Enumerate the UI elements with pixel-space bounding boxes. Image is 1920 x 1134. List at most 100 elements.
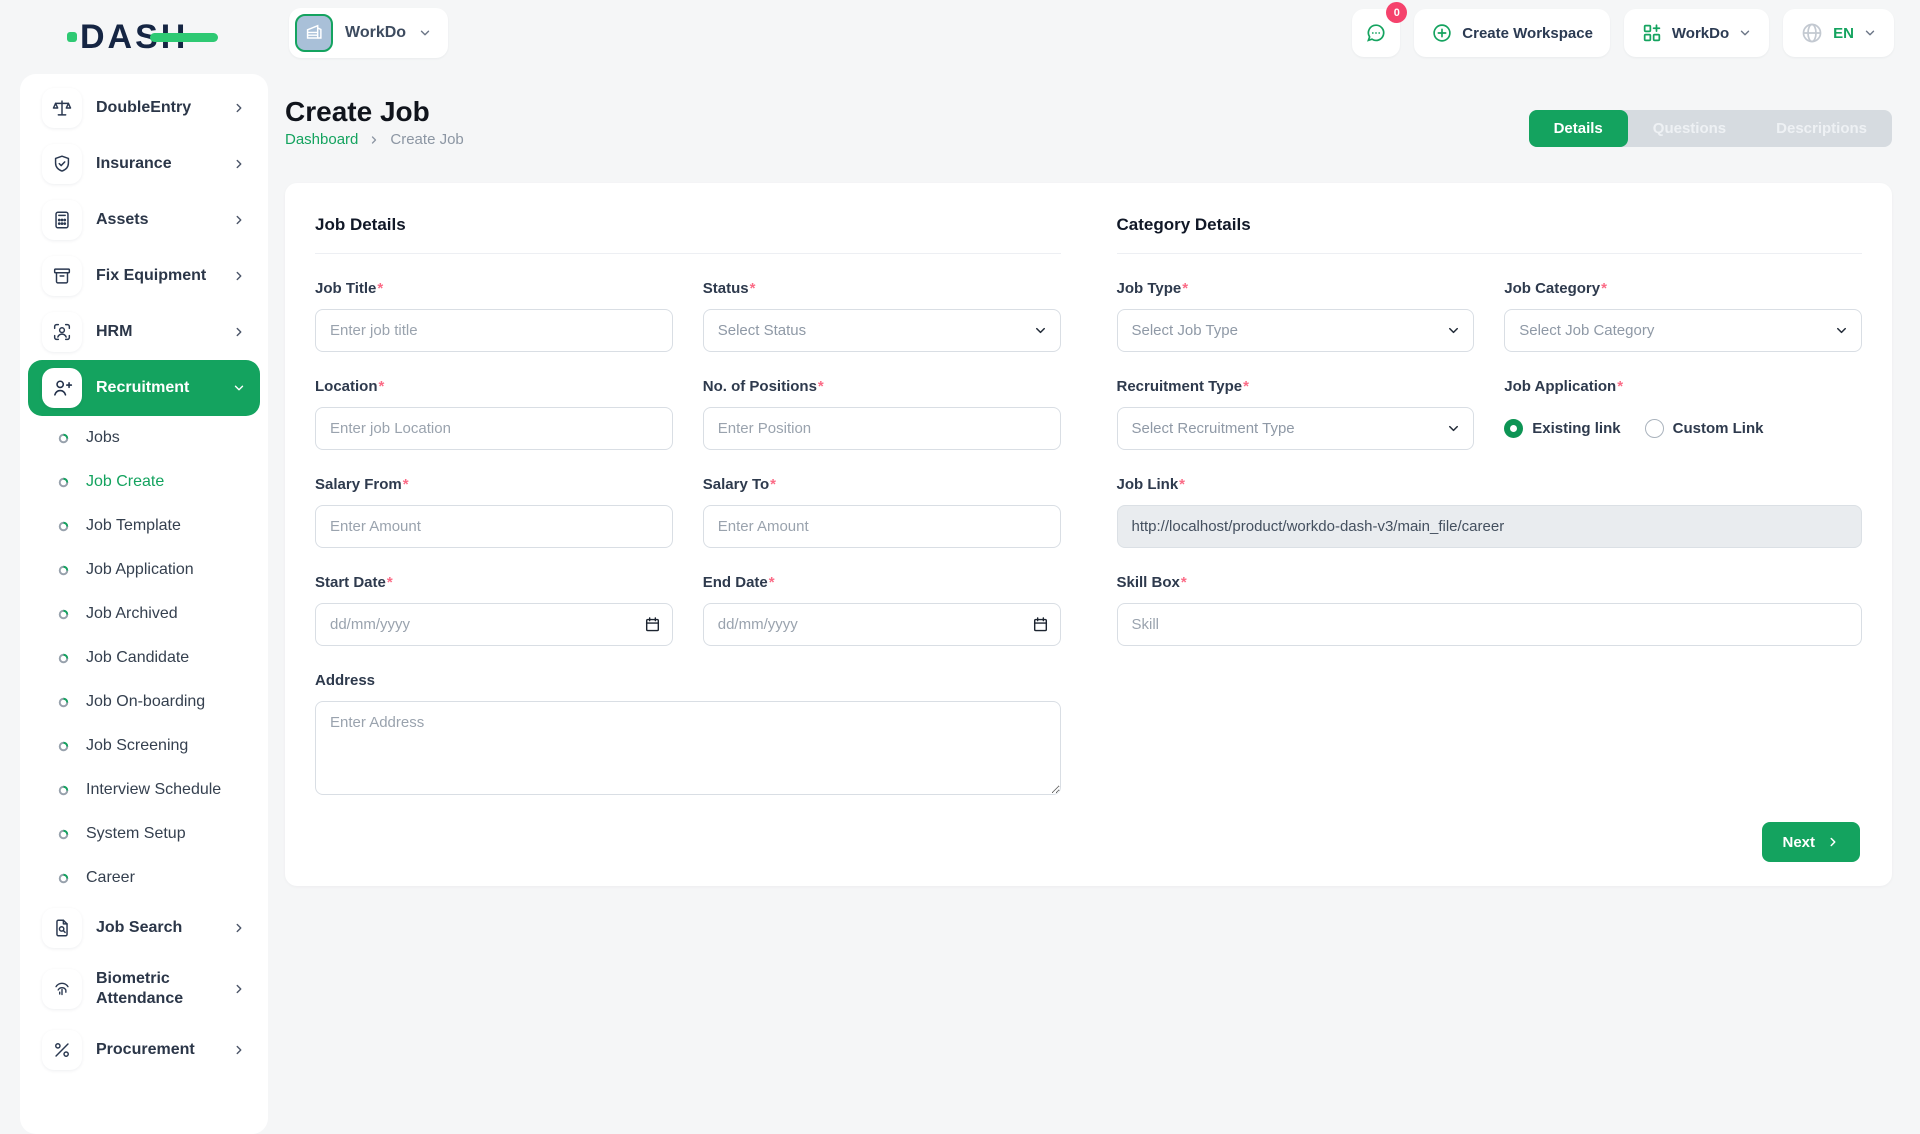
skill-box-label: Skill Box* bbox=[1116, 574, 1187, 591]
sidebar-subitem-job-archived[interactable]: Job Archived bbox=[20, 592, 268, 636]
calendar-icon[interactable] bbox=[644, 616, 661, 633]
location-input[interactable] bbox=[315, 407, 673, 450]
required-mark: * bbox=[1617, 378, 1624, 395]
job-category-select[interactable]: Select Job Category bbox=[1504, 309, 1862, 352]
messages-button[interactable]: 0 bbox=[1352, 2, 1408, 57]
scales-icon bbox=[42, 88, 82, 128]
chevron-right-icon bbox=[236, 984, 242, 994]
location-label: Location* bbox=[315, 378, 385, 395]
calendar-icon[interactable] bbox=[1032, 616, 1049, 633]
language-selector[interactable]: EN bbox=[1783, 9, 1894, 57]
required-mark: * bbox=[402, 476, 409, 493]
chevron-right-icon bbox=[372, 135, 377, 144]
language-code: EN bbox=[1833, 24, 1854, 42]
existing-link-option[interactable]: Existing link bbox=[1504, 419, 1621, 438]
chevron-right-icon bbox=[236, 159, 242, 169]
salary-to-label: Salary To* bbox=[702, 476, 777, 493]
sidebar-subitem-job-template[interactable]: Job Template bbox=[20, 504, 268, 548]
sidebar-subitem-job-application[interactable]: Job Application bbox=[20, 548, 268, 592]
logo-bar bbox=[150, 33, 219, 42]
donut-bullet-icon bbox=[58, 521, 69, 531]
job-application-label: Job Application* bbox=[1504, 378, 1624, 395]
tab-details[interactable]: Details bbox=[1528, 110, 1628, 147]
chevron-right-icon bbox=[236, 271, 242, 281]
sidebar-subitem-jobs[interactable]: Jobs bbox=[20, 416, 268, 460]
tab-descriptions[interactable]: Descriptions bbox=[1776, 120, 1867, 137]
chevron-right-icon bbox=[236, 215, 242, 225]
sidebar: DoubleEntry Insurance Assets Fix Eq bbox=[20, 74, 268, 1134]
recruitment-type-label: Recruitment Type* bbox=[1116, 378, 1249, 395]
sidebar-subitem-job-create[interactable]: Job Create bbox=[20, 460, 268, 504]
sidebar-subitem-job-screening[interactable]: Job Screening bbox=[20, 724, 268, 768]
sidebar-item-hrm[interactable]: HRM bbox=[28, 304, 260, 360]
app-switcher-button[interactable]: WorkDo bbox=[1623, 9, 1770, 57]
job-type-select[interactable]: Select Job Type bbox=[1116, 309, 1475, 352]
create-workspace-button[interactable]: Create Workspace bbox=[1414, 9, 1610, 57]
salary-to-input[interactable] bbox=[702, 505, 1061, 548]
start-date-input[interactable] bbox=[315, 603, 673, 646]
sidebar-subitem-interview-schedule[interactable]: Interview Schedule bbox=[20, 768, 268, 812]
chevron-right-icon bbox=[236, 1045, 242, 1055]
tab-questions[interactable]: Questions bbox=[1652, 120, 1727, 137]
sidebar-subitem-career[interactable]: Career bbox=[20, 856, 268, 900]
required-mark: * bbox=[1601, 280, 1607, 297]
top-bar: DASH WorkDo 0 Create Workspace bbox=[0, 0, 1920, 70]
sidebar-item-recruitment[interactable]: Recruitment bbox=[28, 360, 260, 416]
job-title-input[interactable] bbox=[315, 309, 673, 352]
sidebar-item-assets[interactable]: Assets bbox=[28, 192, 260, 248]
sidebar-item-label: Job Search bbox=[96, 919, 183, 936]
start-date-field: Start Date* bbox=[315, 574, 673, 646]
status-select[interactable]: Select Status bbox=[702, 309, 1061, 352]
required-mark: * bbox=[768, 574, 775, 591]
sidebar-item-procurement[interactable]: Procurement bbox=[28, 1022, 260, 1078]
custom-link-radio[interactable] bbox=[1644, 419, 1664, 438]
sidebar-item-job-search[interactable]: Job Search bbox=[28, 900, 260, 956]
sidebar-subitem-job-candidate[interactable]: Job Candidate bbox=[20, 636, 268, 680]
sidebar-subitem-label: Career bbox=[86, 869, 135, 886]
next-button[interactable]: Next bbox=[1762, 822, 1860, 862]
donut-bullet-icon bbox=[58, 741, 69, 751]
sidebar-subitem-label: Job Candidate bbox=[86, 649, 190, 666]
job-category-label: Job Category* bbox=[1504, 280, 1607, 297]
chevron-right-icon bbox=[236, 103, 242, 113]
existing-link-label: Existing link bbox=[1532, 420, 1621, 437]
recruitment-type-select[interactable]: Select Recruitment Type bbox=[1116, 407, 1475, 450]
sidebar-item-fix-equipment[interactable]: Fix Equipment bbox=[28, 248, 260, 304]
sidebar-item-doubleentry[interactable]: DoubleEntry bbox=[28, 80, 260, 136]
salary-from-input[interactable] bbox=[315, 505, 673, 548]
job-type-label: Job Type* bbox=[1116, 280, 1189, 297]
category-details-heading: Category Details bbox=[1116, 209, 1862, 254]
positions-field: No. of Positions* bbox=[702, 378, 1061, 450]
address-textarea[interactable] bbox=[315, 701, 1061, 795]
breadcrumb-dashboard-link[interactable]: Dashboard bbox=[285, 131, 359, 148]
grid-plus-icon bbox=[1643, 24, 1661, 42]
create-job-card: Job Details Job Title* Status* Select St… bbox=[285, 183, 1892, 886]
end-date-label: End Date* bbox=[702, 574, 775, 591]
workspace-building-icon bbox=[295, 14, 333, 52]
status-field: Status* Select Status bbox=[702, 280, 1061, 352]
job-category-field: Job Category* Select Job Category bbox=[1504, 280, 1862, 352]
end-date-input[interactable] bbox=[702, 603, 1061, 646]
sidebar-subitem-label: Job Create bbox=[86, 473, 165, 490]
sidebar-subitem-system-setup[interactable]: System Setup bbox=[20, 812, 268, 856]
sidebar-subitem-label: Jobs bbox=[86, 429, 120, 446]
sidebar-subitem-label: Job On-boarding bbox=[86, 693, 206, 710]
positions-label: No. of Positions* bbox=[702, 378, 824, 395]
dash-logo: DASH bbox=[67, 18, 219, 57]
sidebar-item-insurance[interactable]: Insurance bbox=[28, 136, 260, 192]
user-focus-icon bbox=[42, 312, 82, 352]
required-mark: * bbox=[377, 280, 384, 297]
existing-link-radio[interactable] bbox=[1504, 419, 1524, 438]
sidebar-subitem-job-onboarding[interactable]: Job On-boarding bbox=[20, 680, 268, 724]
required-mark: * bbox=[817, 378, 824, 395]
archive-box-icon bbox=[42, 256, 82, 296]
next-button-label: Next bbox=[1782, 833, 1815, 851]
job-application-field: Job Application* Existing link Custom Li… bbox=[1504, 378, 1862, 450]
skill-input[interactable] bbox=[1116, 603, 1862, 646]
logo-dot bbox=[67, 32, 77, 42]
workspace-selector[interactable]: WorkDo bbox=[289, 8, 449, 58]
sidebar-item-biometric-attendance[interactable]: Biometric Attendance bbox=[28, 956, 260, 1022]
custom-link-option[interactable]: Custom Link bbox=[1644, 419, 1763, 438]
status-label: Status* bbox=[702, 280, 756, 297]
positions-input[interactable] bbox=[702, 407, 1061, 450]
